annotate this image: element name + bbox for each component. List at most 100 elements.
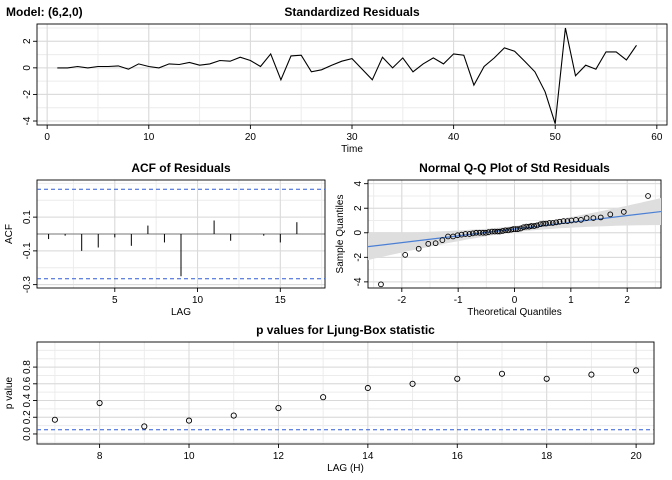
ljungbox-point [364, 384, 371, 392]
qq-point [534, 222, 540, 229]
ljungbox-x-tick-label: 14 [362, 451, 374, 462]
ljungbox-y-axis-label: p value [4, 376, 15, 409]
qq-point [590, 215, 597, 221]
qq-point [537, 221, 544, 228]
qq-point [482, 229, 489, 236]
qq-point [560, 218, 567, 224]
acf-x-tick-label: 10 [192, 295, 204, 306]
ljungbox-point [409, 380, 416, 387]
qq-y-tick-label: 0 [353, 230, 364, 236]
ljungbox-panel: 8 10 12 14 16 18 20 0.0 0.2 0.4 0.6 0.8 p values for… [4, 323, 655, 474]
qq-y-tick-label: -2 [353, 252, 364, 261]
qq-x-tick-label: -2 [397, 295, 406, 306]
qq-point [597, 214, 604, 221]
acf-title: ACF of Residuals [131, 161, 231, 175]
qq-point [607, 211, 614, 218]
ljungbox-point [543, 375, 550, 382]
ljungbox-x-tick-label: 18 [541, 451, 553, 462]
qq-x-tick-label: 2 [624, 295, 630, 306]
qq-point [462, 231, 469, 237]
qq-point [485, 229, 492, 236]
qq-point [469, 230, 476, 237]
qq-point [531, 223, 538, 229]
residuals-x-tick-label: 60 [651, 132, 663, 143]
qq-y-tick-label: 2 [353, 205, 364, 211]
residuals-x-tick-label: 50 [550, 132, 562, 143]
ljungbox-title: p values for Ljung-Box statistic [256, 323, 435, 337]
model-label: Model: (6,2,0) [6, 5, 83, 19]
residuals-x-tick-label: 10 [143, 132, 155, 143]
acf-y-tick-label: -0.1 [22, 242, 33, 260]
qq-point [528, 223, 535, 229]
qq-x-tick-label: 1 [568, 295, 574, 306]
ljungbox-point [633, 367, 640, 374]
ljungbox-point [498, 370, 506, 377]
qq-point [425, 240, 432, 247]
qq-reference-line [367, 210, 662, 248]
residuals-y-tick-label: -2 [22, 90, 33, 99]
ljungbox-point [230, 412, 237, 419]
qq-point [556, 218, 563, 225]
ljungbox-y-tick-label: 0.2 [22, 410, 33, 424]
residuals-x-tick-label: 30 [346, 132, 358, 143]
qq-point [499, 228, 506, 234]
ljungbox-y-tick-label: 0.0 [22, 427, 33, 441]
qq-point [505, 227, 512, 234]
qq-point [497, 228, 503, 235]
qq-point [520, 224, 527, 231]
qq-point [502, 227, 509, 234]
acf-x-tick-label: 15 [275, 295, 287, 306]
qq-point [378, 281, 384, 288]
acf-x-axis-label: LAG [171, 307, 191, 318]
qq-y-axis-label: Sample Quantiles [335, 195, 346, 274]
qq-point [540, 220, 547, 227]
qq-panel: -2 -1 0 1 2 -4 -2 0 2 4 Normal Q-Q Plot of Std Res… [335, 161, 662, 318]
qq-point [546, 220, 553, 226]
qq-y-tick-label: -4 [353, 277, 364, 286]
qq-point [480, 229, 486, 236]
residuals-x-axis-label: Time [341, 144, 363, 155]
ljungbox-point [51, 416, 58, 423]
qq-point [515, 226, 521, 232]
ljungbox-point [275, 404, 282, 412]
residuals-y-tick-label: 2 [22, 38, 33, 44]
ljungbox-x-tick-label: 10 [183, 451, 195, 462]
qq-point [553, 219, 560, 226]
ljungbox-x-axis-label: LAG (H) [327, 463, 364, 474]
ljungbox-point [320, 394, 327, 401]
residuals-y-tick-label: 0 [22, 65, 33, 71]
qq-title: Normal Q-Q Plot of Std Residuals [419, 161, 610, 175]
qq-point [415, 245, 422, 252]
qq-point [466, 231, 473, 237]
residuals-x-tick-label: 20 [245, 132, 257, 143]
ljungbox-point [588, 371, 595, 378]
residuals-x-tick-label: 40 [448, 132, 460, 143]
qq-point [454, 232, 461, 239]
qq-y-tick-label: 4 [353, 180, 364, 186]
acf-y-tick-label: 0.1 [22, 210, 33, 224]
qq-point [578, 217, 584, 223]
ljungbox-y-tick-label: 0.8 [22, 360, 33, 374]
qq-point [620, 209, 627, 215]
ljungbox-point [96, 399, 103, 407]
qq-point [439, 237, 446, 243]
acf-y-tick-label: -0.3 [22, 276, 33, 294]
acf-y-axis-label: ACF [4, 224, 15, 244]
qq-x-tick-label: 0 [512, 295, 518, 306]
ljungbox-x-tick-label: 8 [97, 451, 103, 462]
residuals-y-tick-label: -4 [22, 116, 33, 125]
ljungbox-point [454, 375, 461, 382]
qq-point [583, 215, 590, 221]
residuals-panel: 0 10 20 30 40 50 60 -4 -2 0 2 Standardized Residual… [22, 5, 668, 155]
qq-point [489, 228, 495, 235]
qq-point [473, 229, 480, 236]
qq-x-axis-label: Theoretical Quantiles [467, 307, 562, 318]
qq-x-tick-label: -1 [454, 295, 463, 306]
ljungbox-y-tick-label: 0.4 [22, 393, 33, 407]
residuals-series-line [57, 27, 637, 124]
ljungbox-x-tick-label: 16 [452, 451, 464, 462]
qq-point [402, 252, 409, 258]
qq-point [645, 193, 651, 199]
ljungbox-x-tick-label: 12 [273, 451, 285, 462]
